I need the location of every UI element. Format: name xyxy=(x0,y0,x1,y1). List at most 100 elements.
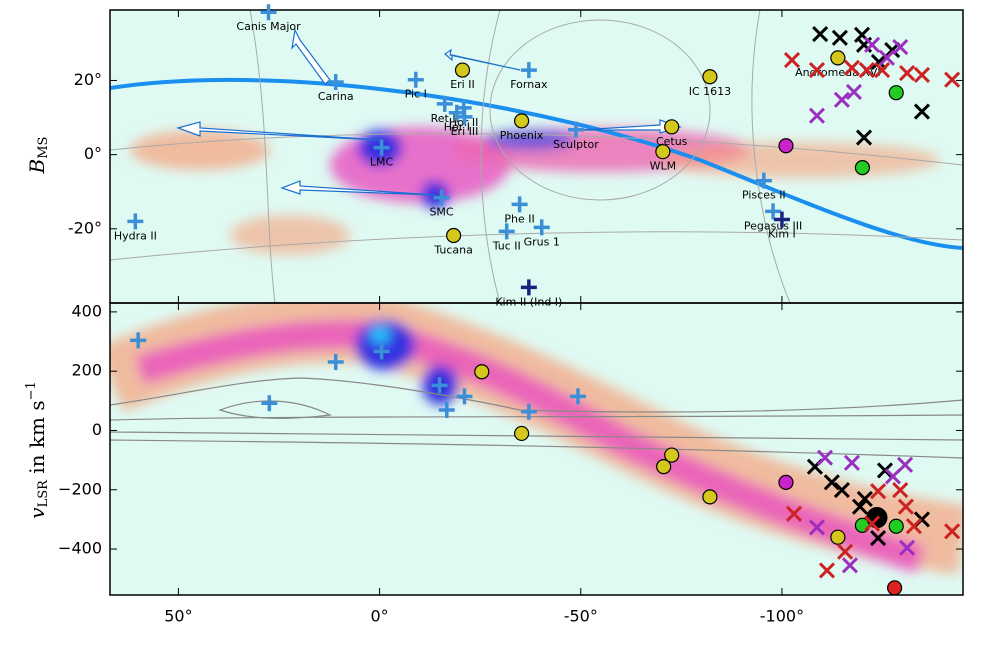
x-marker xyxy=(785,505,803,522)
plus-marker xyxy=(130,332,147,349)
x-marker xyxy=(812,26,829,43)
x-marker xyxy=(837,543,854,560)
plus-marker xyxy=(456,108,473,125)
object-label: IC 1613 xyxy=(689,85,731,98)
circle-marker xyxy=(656,459,672,475)
object-label: Kim I xyxy=(768,228,796,241)
x-marker xyxy=(843,454,861,471)
object-label: SMC xyxy=(429,206,453,219)
object-label: Fornax xyxy=(510,78,548,91)
object-label: WLM xyxy=(650,160,677,173)
x-tick-label: -100° xyxy=(760,607,804,626)
circle-marker xyxy=(888,518,904,534)
y-tick-label: −400 xyxy=(58,539,102,558)
plus-marker xyxy=(327,353,344,370)
plus-marker xyxy=(520,403,537,420)
x-marker xyxy=(833,91,850,108)
circle-marker xyxy=(778,138,794,154)
x-marker xyxy=(808,107,826,124)
y-tick-label: 0° xyxy=(84,144,102,163)
plus-marker xyxy=(433,189,450,206)
object-label: Sculptor xyxy=(553,138,599,151)
y-tick-label: 200 xyxy=(71,361,102,380)
object-label: Phe II xyxy=(504,212,534,225)
circle-marker xyxy=(664,119,680,135)
circle-marker xyxy=(702,489,718,505)
x-marker xyxy=(905,518,922,535)
plus-marker xyxy=(260,4,277,21)
circle-marker xyxy=(446,227,462,244)
x-marker xyxy=(864,515,881,532)
plus-marker xyxy=(533,219,550,236)
circle-marker xyxy=(514,113,530,129)
plus-marker xyxy=(755,172,772,189)
plus-marker xyxy=(765,203,782,220)
plus-marker xyxy=(436,95,453,112)
circle-marker xyxy=(514,425,530,442)
object-label: Tucana xyxy=(433,243,473,256)
object-label: Tuc II xyxy=(492,239,521,252)
plus-marker xyxy=(261,395,278,412)
x-marker xyxy=(783,52,801,69)
circle-marker xyxy=(830,50,846,66)
object-label: LMC xyxy=(370,156,394,169)
circle-marker xyxy=(655,144,671,160)
circle-marker xyxy=(778,474,794,490)
x-marker xyxy=(870,483,887,500)
plus-marker xyxy=(456,388,473,405)
x-marker xyxy=(833,481,850,499)
x-marker xyxy=(841,557,858,574)
hi-emission-bottom xyxy=(110,303,963,575)
x-marker xyxy=(818,562,836,579)
plus-marker xyxy=(498,223,515,240)
x-marker xyxy=(913,103,931,120)
plus-marker xyxy=(127,213,144,230)
y-axis-label-part: MS xyxy=(36,137,51,159)
circle-marker xyxy=(474,364,490,380)
x-marker xyxy=(944,523,961,540)
y-axis-label-part: B xyxy=(25,159,49,175)
x-marker xyxy=(878,49,896,66)
object-label: Canis Major xyxy=(236,20,301,33)
plus-marker xyxy=(567,121,584,138)
x-marker xyxy=(944,71,961,88)
circle-marker xyxy=(454,62,471,78)
object-label: Eri III xyxy=(451,125,479,138)
plus-marker xyxy=(438,402,455,419)
object-label: Ret II xyxy=(431,112,459,125)
x-marker xyxy=(858,62,875,79)
x-marker xyxy=(851,498,869,515)
circle-marker xyxy=(888,85,904,101)
x-marker xyxy=(845,83,863,101)
y-axis-label-part: −1 xyxy=(24,381,39,400)
object-label: Pic I xyxy=(405,88,427,101)
x-marker xyxy=(899,64,916,82)
x-marker xyxy=(816,449,834,466)
circle-marker xyxy=(664,447,680,463)
plus-marker xyxy=(327,73,344,90)
panel-frame xyxy=(109,302,964,596)
y-axis-label-part: v xyxy=(25,507,49,519)
x-tick-label: 0° xyxy=(370,607,388,626)
object-label: Hydra II xyxy=(114,229,157,242)
circle-marker xyxy=(886,580,903,596)
x-marker xyxy=(808,519,826,536)
x-marker xyxy=(897,498,914,515)
y-axis-label-part: in km s xyxy=(25,400,49,480)
plus-marker xyxy=(431,377,448,394)
object-label: Pisces II xyxy=(742,189,786,202)
x-marker xyxy=(892,39,909,56)
object-label: Pegasus III xyxy=(744,219,802,232)
x-marker xyxy=(855,129,873,146)
x-marker xyxy=(870,530,887,547)
plus-marker xyxy=(373,139,390,156)
circle-marker xyxy=(830,529,846,545)
plus-marker xyxy=(407,71,424,88)
x-marker xyxy=(874,62,891,79)
plus-marker xyxy=(569,388,586,405)
x-marker xyxy=(884,468,902,485)
x-marker xyxy=(843,59,861,76)
x-tick-label: 50° xyxy=(164,607,192,626)
plus-marker xyxy=(520,279,537,296)
